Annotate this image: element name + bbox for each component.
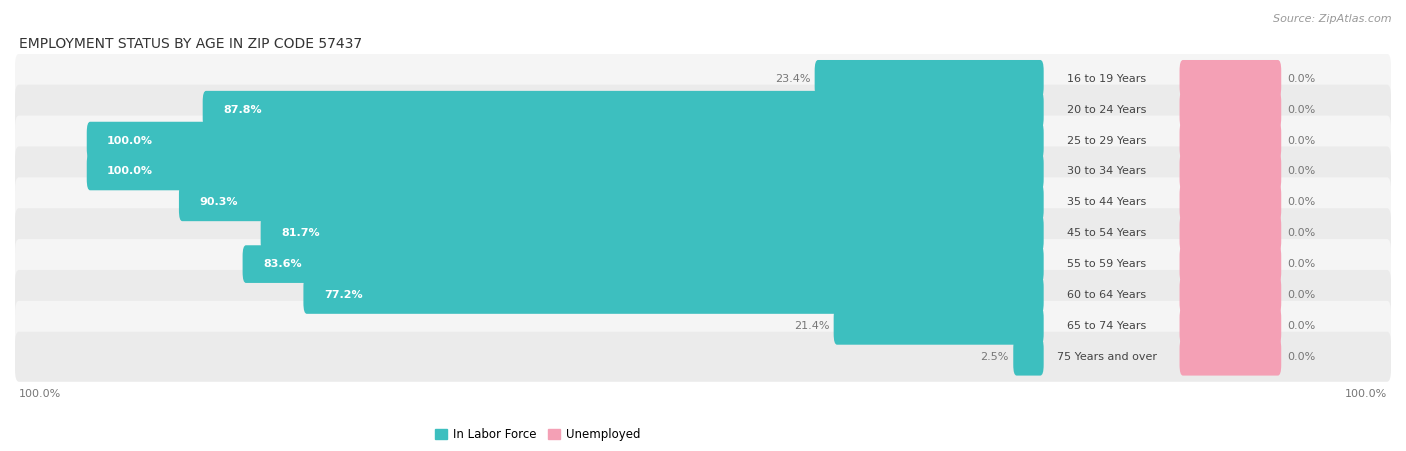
FancyBboxPatch shape [1180,245,1281,283]
Text: 81.7%: 81.7% [281,228,319,238]
Text: 100.0%: 100.0% [18,389,60,399]
Text: 60 to 64 Years: 60 to 64 Years [1067,290,1146,300]
FancyBboxPatch shape [15,208,1391,258]
Text: 100.0%: 100.0% [107,136,153,146]
FancyBboxPatch shape [1180,152,1281,190]
FancyBboxPatch shape [15,85,1391,135]
FancyBboxPatch shape [834,307,1043,345]
Text: 25 to 29 Years: 25 to 29 Years [1067,136,1146,146]
FancyBboxPatch shape [15,301,1391,351]
FancyBboxPatch shape [1180,60,1281,98]
Legend: In Labor Force, Unemployed: In Labor Force, Unemployed [430,423,645,446]
FancyBboxPatch shape [1180,184,1281,221]
Text: 23.4%: 23.4% [775,74,810,84]
FancyBboxPatch shape [260,214,1043,252]
FancyBboxPatch shape [15,239,1391,289]
FancyBboxPatch shape [15,177,1391,227]
Text: 0.0%: 0.0% [1288,352,1316,362]
Text: 0.0%: 0.0% [1288,166,1316,176]
Text: 100.0%: 100.0% [107,166,153,176]
Text: 0.0%: 0.0% [1288,74,1316,84]
Text: 21.4%: 21.4% [794,321,830,331]
FancyBboxPatch shape [1180,307,1281,345]
FancyBboxPatch shape [1180,122,1281,159]
FancyBboxPatch shape [15,270,1391,320]
Text: 16 to 19 Years: 16 to 19 Years [1067,74,1146,84]
FancyBboxPatch shape [202,91,1043,129]
Text: 75 Years and over: 75 Years and over [1057,352,1157,362]
Text: 0.0%: 0.0% [1288,198,1316,207]
Text: 0.0%: 0.0% [1288,290,1316,300]
Text: 90.3%: 90.3% [200,198,238,207]
FancyBboxPatch shape [243,245,1043,283]
Text: 0.0%: 0.0% [1288,228,1316,238]
Text: EMPLOYMENT STATUS BY AGE IN ZIP CODE 57437: EMPLOYMENT STATUS BY AGE IN ZIP CODE 574… [18,37,361,51]
FancyBboxPatch shape [1180,91,1281,129]
Text: 55 to 59 Years: 55 to 59 Years [1067,259,1146,269]
FancyBboxPatch shape [1180,338,1281,376]
FancyBboxPatch shape [15,147,1391,197]
Text: 35 to 44 Years: 35 to 44 Years [1067,198,1146,207]
FancyBboxPatch shape [15,332,1391,382]
FancyBboxPatch shape [87,152,1043,190]
Text: 20 to 24 Years: 20 to 24 Years [1067,105,1146,115]
FancyBboxPatch shape [179,184,1043,221]
FancyBboxPatch shape [15,115,1391,166]
Text: 0.0%: 0.0% [1288,105,1316,115]
Text: 45 to 54 Years: 45 to 54 Years [1067,228,1146,238]
FancyBboxPatch shape [1180,276,1281,314]
Text: 0.0%: 0.0% [1288,259,1316,269]
Text: 2.5%: 2.5% [980,352,1010,362]
FancyBboxPatch shape [15,54,1391,104]
Text: 100.0%: 100.0% [1346,389,1388,399]
Text: 65 to 74 Years: 65 to 74 Years [1067,321,1146,331]
Text: 0.0%: 0.0% [1288,136,1316,146]
FancyBboxPatch shape [304,276,1043,314]
Text: 0.0%: 0.0% [1288,321,1316,331]
Text: 77.2%: 77.2% [323,290,363,300]
Text: Source: ZipAtlas.com: Source: ZipAtlas.com [1274,14,1392,23]
FancyBboxPatch shape [87,122,1043,159]
FancyBboxPatch shape [1180,214,1281,252]
Text: 83.6%: 83.6% [263,259,302,269]
FancyBboxPatch shape [814,60,1043,98]
FancyBboxPatch shape [1014,338,1043,376]
Text: 87.8%: 87.8% [224,105,262,115]
Text: 30 to 34 Years: 30 to 34 Years [1067,166,1146,176]
